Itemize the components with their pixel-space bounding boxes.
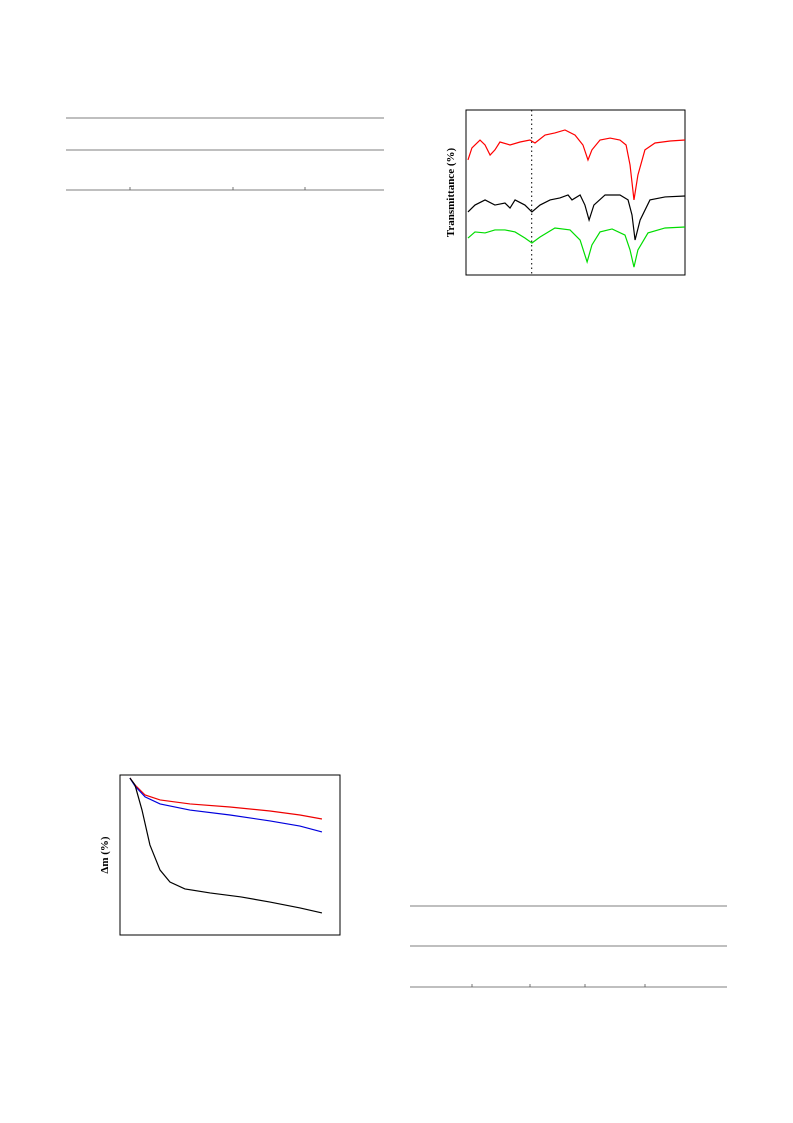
plot-frame [465, 109, 686, 276]
data-line [129, 777, 323, 820]
y-axis-label: Transmittance (%) [445, 148, 457, 238]
y-axis-label: Δm (%) [99, 836, 111, 873]
data-line [467, 194, 686, 241]
table-1 [66, 117, 384, 191]
plot-frame [119, 774, 341, 936]
data-line [467, 129, 686, 201]
data-line [467, 226, 686, 268]
data-line [129, 777, 323, 914]
data-line [129, 777, 323, 833]
table-2 [410, 905, 727, 988]
